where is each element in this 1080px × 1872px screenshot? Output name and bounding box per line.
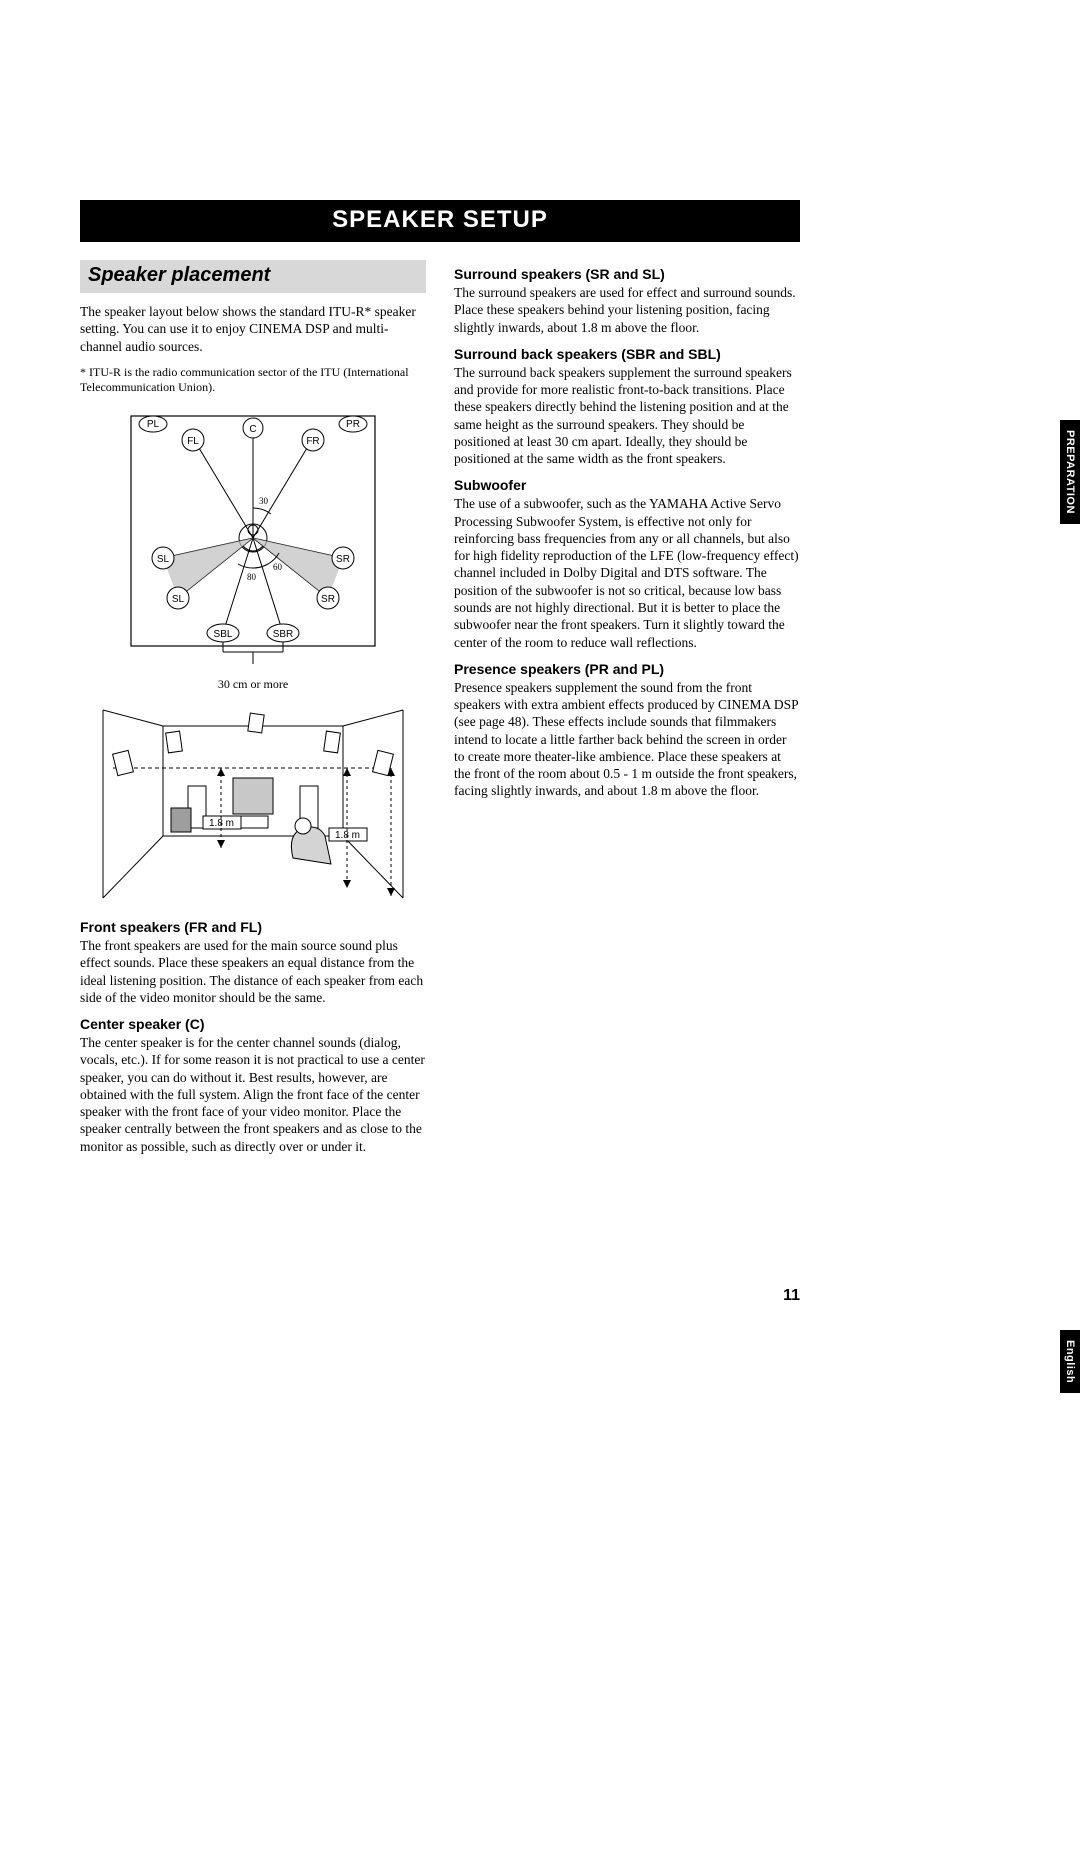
left-column: Speaker placement The speaker layout bel…: [80, 260, 426, 1165]
page-number: 11: [783, 1287, 800, 1305]
sback-text: The surround back speakers supplement th…: [454, 364, 800, 468]
surround-heading: Surround speakers (SR and SL): [454, 266, 800, 282]
section-title: Speaker placement: [80, 260, 426, 293]
diagram1-caption: 30 cm or more: [80, 677, 426, 692]
svg-text:30: 30: [259, 496, 269, 506]
side-tab-preparation: PREPARATION: [1060, 420, 1080, 524]
room-perspective-diagram: 1.8 m 1.8 m: [80, 708, 426, 913]
right-column: Surround speakers (SR and SL) The surrou…: [454, 260, 800, 1165]
svg-text:PL: PL: [147, 419, 160, 430]
svg-text:PR: PR: [346, 419, 360, 430]
page-banner: SPEAKER SETUP: [80, 200, 800, 242]
svg-text:SR: SR: [336, 554, 350, 565]
presence-heading: Presence speakers (PR and PL): [454, 661, 800, 677]
svg-text:C: C: [249, 424, 256, 435]
front-heading: Front speakers (FR and FL): [80, 919, 426, 935]
svg-text:FR: FR: [306, 436, 319, 447]
svg-text:FL: FL: [187, 436, 199, 447]
surround-text: The surround speakers are used for effec…: [454, 284, 800, 336]
svg-text:SR: SR: [321, 594, 335, 605]
footnote: * ITU-R is the radio communication secto…: [80, 365, 426, 396]
layout-diagram-top: 30 60 80 PL PR C FL FR SL SR SL SR SBL: [80, 408, 426, 673]
manual-page: SPEAKER SETUP Speaker placement The spea…: [80, 200, 800, 1165]
center-heading: Center speaker (C): [80, 1016, 426, 1032]
svg-text:SBR: SBR: [273, 629, 294, 640]
center-text: The center speaker is for the center cha…: [80, 1034, 426, 1155]
sub-heading: Subwoofer: [454, 477, 800, 493]
svg-text:1.8 m: 1.8 m: [335, 830, 360, 841]
sback-heading: Surround back speakers (SBR and SBL): [454, 346, 800, 362]
side-tab-language: English: [1060, 1330, 1080, 1393]
svg-text:1.8 m: 1.8 m: [209, 818, 234, 829]
front-text: The front speakers are used for the main…: [80, 937, 426, 1006]
svg-text:60: 60: [273, 562, 283, 572]
svg-text:SL: SL: [157, 554, 170, 565]
svg-text:80: 80: [247, 572, 257, 582]
svg-text:SBL: SBL: [214, 629, 233, 640]
intro-text: The speaker layout below shows the stand…: [80, 303, 426, 355]
presence-text: Presence speakers supplement the sound f…: [454, 679, 800, 800]
room-perspective-svg: 1.8 m 1.8 m: [93, 708, 413, 908]
svg-text:SL: SL: [172, 594, 185, 605]
speaker-layout-svg: 30 60 80 PL PR C FL FR SL SR SL SR SBL: [123, 408, 383, 668]
sub-text: The use of a subwoofer, such as the YAMA…: [454, 495, 800, 650]
